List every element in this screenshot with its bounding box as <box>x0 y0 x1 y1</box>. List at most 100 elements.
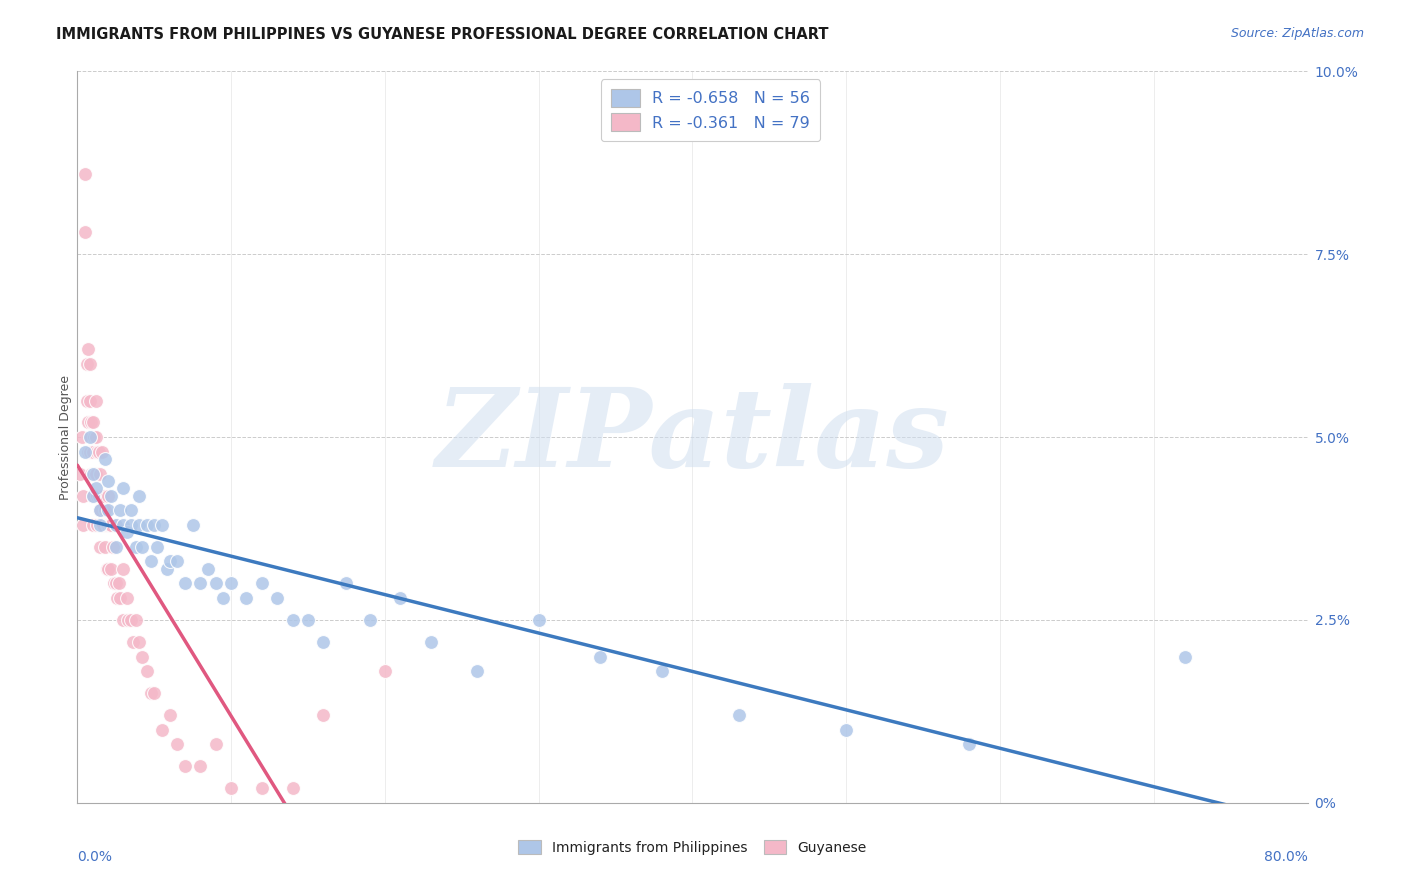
Point <box>77 416 100 430</box>
Point <box>93 489 115 503</box>
Point <box>93 517 115 532</box>
Point <box>420 635 443 649</box>
Point <box>89 517 111 532</box>
Text: Source: ZipAtlas.com: Source: ZipAtlas.com <box>1230 27 1364 40</box>
Legend: Immigrants from Philippines, Guyanese: Immigrants from Philippines, Guyanese <box>512 833 873 862</box>
Point <box>115 525 138 540</box>
Point <box>97 517 120 532</box>
Point <box>312 635 335 649</box>
Point <box>359 613 381 627</box>
Point <box>104 540 127 554</box>
Point <box>86 444 108 458</box>
Point <box>108 576 131 591</box>
Point <box>97 489 120 503</box>
Point <box>82 517 104 532</box>
Point <box>94 503 117 517</box>
Point <box>312 708 335 723</box>
Point <box>250 576 273 591</box>
Point <box>82 489 104 503</box>
Point <box>76 357 98 371</box>
Point <box>84 430 107 444</box>
Point <box>82 444 104 458</box>
Point <box>115 591 138 605</box>
Point <box>281 781 304 796</box>
Point <box>174 759 197 773</box>
Point <box>89 503 111 517</box>
Point <box>166 554 188 568</box>
Point <box>181 517 204 532</box>
Point <box>83 467 105 481</box>
Point <box>297 613 319 627</box>
Text: IMMIGRANTS FROM PHILIPPINES VS GUYANESE PROFESSIONAL DEGREE CORRELATION CHART: IMMIGRANTS FROM PHILIPPINES VS GUYANESE … <box>56 27 828 42</box>
Point <box>104 517 127 532</box>
Point <box>76 393 98 408</box>
Point <box>957 737 980 751</box>
Point <box>103 576 125 591</box>
Point <box>98 517 121 532</box>
Point <box>120 517 142 532</box>
Point <box>121 635 143 649</box>
Point <box>104 517 127 532</box>
Point <box>97 474 120 488</box>
Point <box>125 540 148 554</box>
Point <box>77 444 100 458</box>
Point <box>197 562 219 576</box>
Point <box>143 686 166 700</box>
Point <box>83 430 105 444</box>
Point <box>219 576 242 591</box>
Point <box>80 416 103 430</box>
Point <box>89 467 111 481</box>
Point <box>86 517 108 532</box>
Point <box>1174 649 1197 664</box>
Text: 80.0%: 80.0% <box>1264 850 1308 864</box>
Point <box>70 430 93 444</box>
Point <box>120 503 142 517</box>
Point <box>87 444 110 458</box>
Point <box>82 489 104 503</box>
Point <box>100 562 122 576</box>
Point <box>110 503 132 517</box>
Point <box>112 562 135 576</box>
Point <box>159 708 181 723</box>
Point <box>79 393 101 408</box>
Point <box>174 576 197 591</box>
Point <box>835 723 858 737</box>
Point <box>120 613 142 627</box>
Point <box>84 481 107 495</box>
Point <box>100 489 122 503</box>
Point <box>84 393 107 408</box>
Point <box>204 576 226 591</box>
Point <box>125 613 148 627</box>
Point <box>250 781 273 796</box>
Point <box>94 452 117 467</box>
Point <box>128 517 150 532</box>
Point <box>465 664 488 678</box>
Point <box>141 686 163 700</box>
Point <box>188 759 212 773</box>
Point <box>100 517 122 532</box>
Point <box>82 416 104 430</box>
Point <box>335 576 357 591</box>
Point <box>204 737 226 751</box>
Point <box>112 517 135 532</box>
Point <box>77 343 100 357</box>
Point <box>90 444 114 458</box>
Point <box>150 517 173 532</box>
Point <box>188 576 212 591</box>
Point <box>96 517 118 532</box>
Point <box>101 540 124 554</box>
Point <box>89 503 111 517</box>
Point <box>141 554 163 568</box>
Point <box>131 649 153 664</box>
Point <box>72 489 94 503</box>
Point <box>72 517 94 532</box>
Point <box>112 481 135 495</box>
Point <box>112 613 135 627</box>
Point <box>128 635 150 649</box>
Point <box>166 737 188 751</box>
Point <box>73 225 96 239</box>
Point <box>79 444 101 458</box>
Point <box>84 467 107 481</box>
Point <box>146 540 169 554</box>
Point <box>94 540 117 554</box>
